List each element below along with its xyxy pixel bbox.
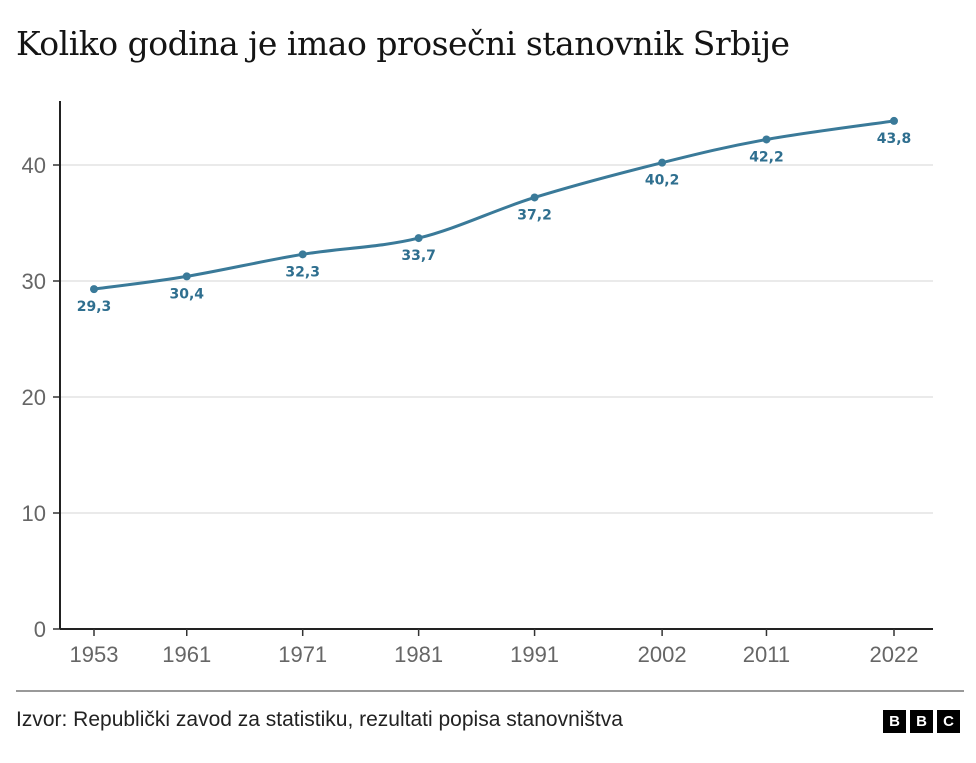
data-label: 40,2 [645, 173, 680, 189]
y-tick-label: 0 [34, 617, 46, 642]
x-tick-label: 2011 [743, 642, 790, 667]
source-note: Izvor: Republički zavod za statistiku, r… [16, 708, 623, 731]
x-tick-label: 2002 [638, 642, 687, 667]
x-tick-label: 1961 [162, 642, 211, 667]
y-tick-label: 10 [22, 501, 46, 526]
logo-letter: B [883, 710, 906, 733]
logo-letter: C [937, 710, 960, 733]
logo-letter: B [910, 710, 933, 733]
x-tick-label: 1981 [394, 642, 443, 667]
data-point [530, 193, 539, 202]
bbc-logo: B B C [883, 710, 960, 733]
chart-title: Koliko godina je imao prosečni stanovnik… [16, 24, 790, 63]
x-tick-label: 1953 [70, 642, 119, 667]
data-label: 37,2 [517, 207, 552, 223]
y-tick-label: 30 [22, 269, 46, 294]
data-label: 42,2 [749, 149, 784, 165]
y-tick-label: 40 [22, 153, 46, 178]
series-line [93, 119, 895, 291]
data-point [890, 116, 898, 125]
data-point [658, 158, 667, 167]
data-label: 30,4 [169, 286, 204, 302]
data-point [414, 234, 423, 243]
line-chart: 0 10 20 30 40 1953 1961 1971 1981 1991 2002 2011 202… [22, 101, 933, 667]
data-point [762, 135, 771, 144]
x-tick-label: 2022 [870, 642, 919, 667]
y-tick-label: 20 [22, 385, 46, 410]
data-point [298, 250, 307, 259]
data-label: 29,3 [77, 299, 112, 315]
data-label: 33,7 [401, 248, 436, 264]
x-tick-label: 1991 [510, 642, 559, 667]
data-label: 43,8 [877, 131, 912, 147]
x-tick-label: 1971 [278, 642, 327, 667]
data-point [182, 272, 191, 281]
data-point [90, 285, 98, 294]
divider [16, 690, 964, 692]
data-label: 32,3 [285, 264, 320, 280]
